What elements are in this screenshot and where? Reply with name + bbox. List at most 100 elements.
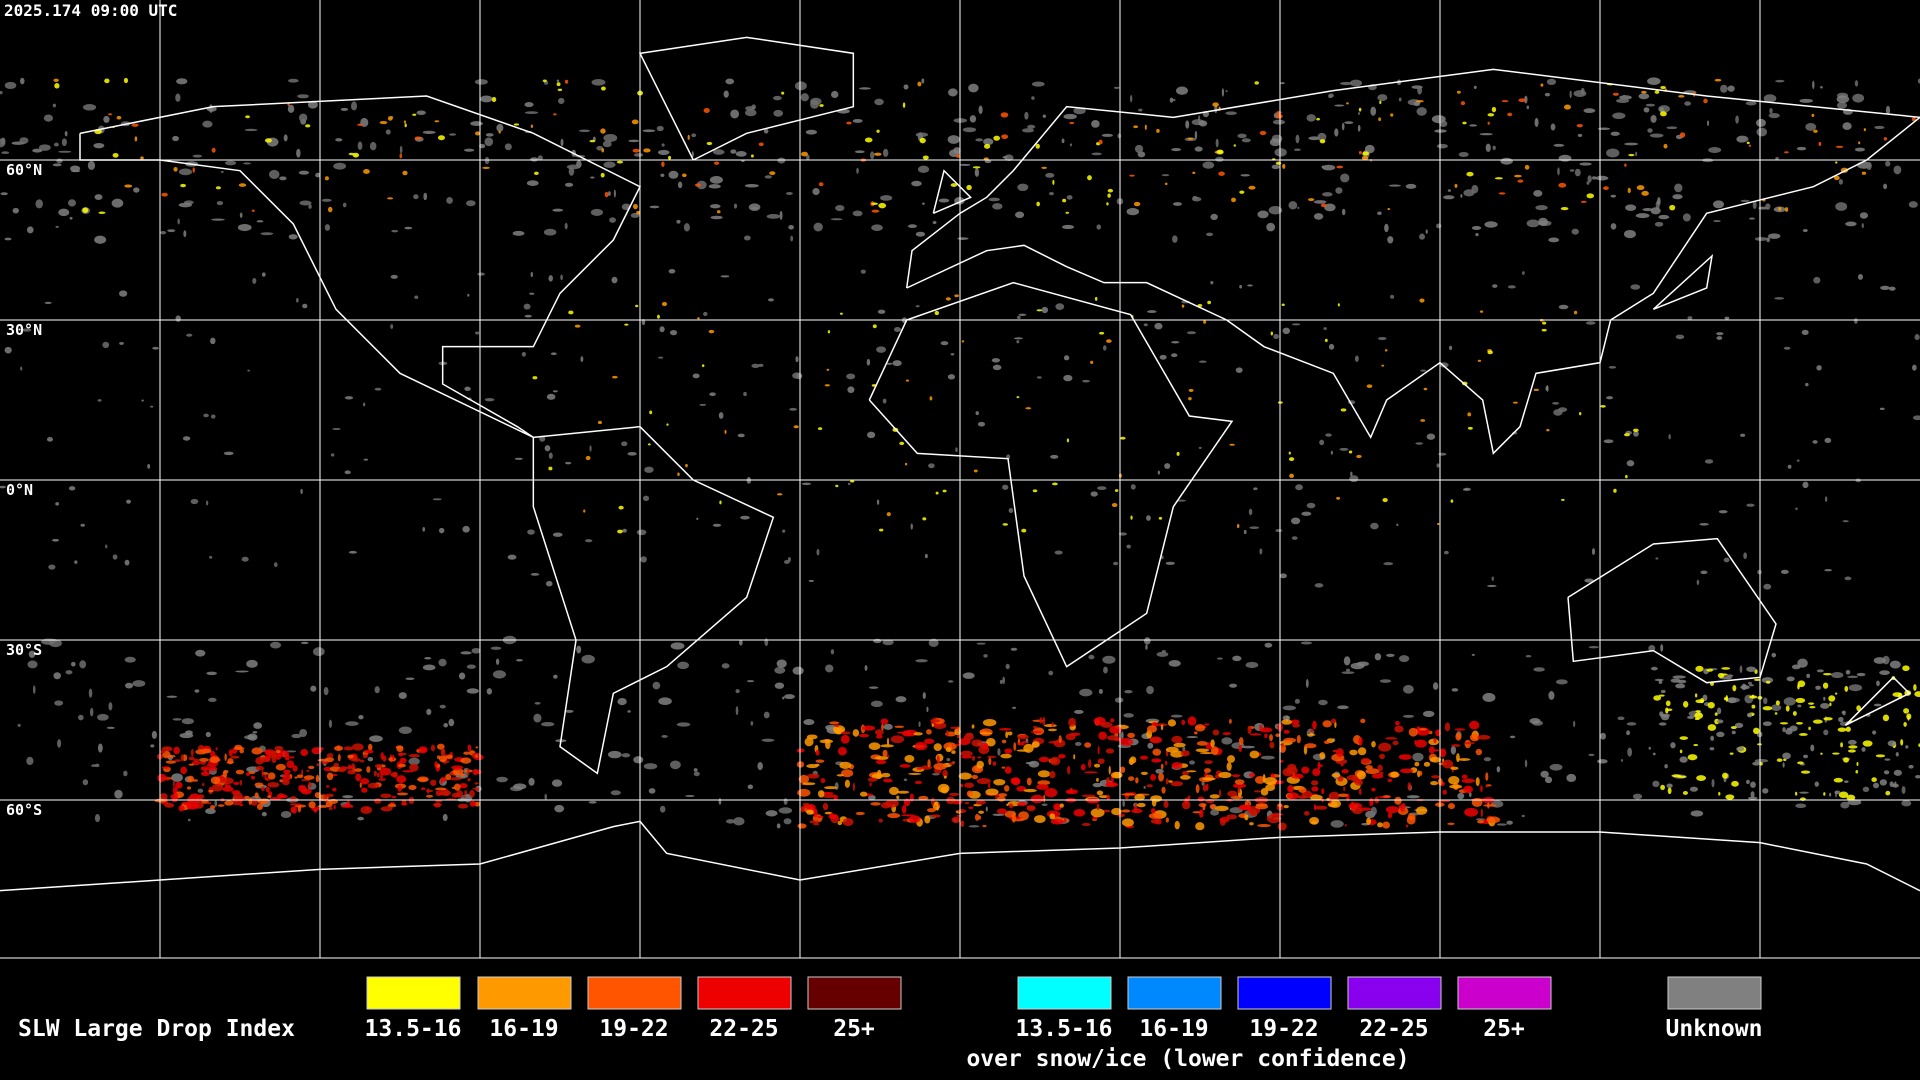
cloud-pixel — [221, 777, 234, 785]
cloud-pixel — [1136, 802, 1146, 808]
cloud-pixel — [412, 113, 417, 116]
cloud-pixel — [1550, 123, 1556, 131]
cloud-pixel — [256, 220, 264, 223]
cloud-pixel — [1339, 447, 1349, 451]
cloud-pixel — [706, 141, 713, 146]
cloud-pixel — [403, 120, 406, 124]
cloud-pixel — [1288, 457, 1295, 462]
cloud-pixel — [217, 804, 225, 807]
cloud-pixel — [392, 754, 395, 761]
cloud-pixel — [1082, 379, 1090, 383]
cloud-pixel — [175, 781, 183, 789]
cloud-pixel — [398, 692, 407, 699]
cloud-pixel — [1768, 113, 1780, 119]
cloud-pixel — [399, 153, 403, 159]
cloud-pixel — [1054, 807, 1062, 811]
cloud-pixel — [968, 806, 974, 810]
cloud-pixel — [930, 814, 941, 818]
cloud-pixel — [1361, 156, 1369, 161]
cloud-pixel — [976, 777, 991, 785]
cloud-pixel — [360, 778, 370, 785]
cloud-pixel — [544, 445, 551, 452]
cloud-pixel — [182, 436, 191, 441]
cloud-pixel — [537, 155, 543, 161]
cloud-pixel — [1428, 746, 1435, 754]
cloud-pixel — [1226, 814, 1238, 820]
cloud-pixel — [1795, 721, 1803, 725]
cloud-pixel — [1186, 770, 1197, 773]
cloud-pixel — [165, 760, 176, 764]
cloud-pixel — [1344, 121, 1354, 124]
cloud-pixel — [855, 811, 865, 816]
cloud-pixel — [1858, 141, 1861, 145]
cloud-pixel — [1101, 133, 1114, 137]
cloud-pixel — [1113, 86, 1120, 89]
cloud-pixel — [1893, 769, 1902, 776]
legend-label: Unknown — [1666, 1016, 1763, 1042]
cloud-pixel — [1797, 658, 1808, 668]
cloud-pixel — [817, 427, 823, 431]
cloud-pixel — [199, 757, 209, 762]
cloud-pixel — [1215, 138, 1219, 148]
cloud-pixel — [831, 90, 839, 99]
cloud-pixel — [1210, 213, 1218, 221]
cloud-pixel — [617, 697, 627, 706]
cloud-pixel — [1835, 161, 1838, 164]
cloud-pixel — [661, 161, 665, 167]
cloud-pixel — [1296, 734, 1301, 744]
cloud-pixel — [1659, 111, 1667, 117]
cloud-pixel — [1820, 752, 1823, 755]
cloud-pixel — [1378, 771, 1384, 775]
cloud-pixel — [1762, 721, 1772, 727]
cloud-pixel — [1036, 376, 1042, 379]
cloud-pixel — [1560, 207, 1569, 211]
cloud-pixel — [1235, 367, 1243, 374]
cloud-pixel — [743, 391, 747, 397]
cloud-pixel — [1763, 583, 1772, 590]
cloud-pixel — [1171, 735, 1183, 744]
cloud-pixel — [784, 694, 795, 700]
cloud-pixel — [627, 710, 631, 713]
cloud-pixel — [422, 130, 436, 135]
cloud-pixel — [1232, 655, 1242, 662]
cloud-pixel — [1633, 431, 1639, 437]
cloud-pixel — [521, 351, 526, 357]
cloud-pixel — [905, 379, 910, 382]
cloud-pixel — [1533, 388, 1539, 391]
cloud-pixel — [977, 756, 982, 759]
cloud-pixel — [581, 654, 595, 664]
cloud-pixel — [333, 162, 347, 170]
cloud-pixel — [460, 773, 465, 778]
cloud-pixel — [1248, 772, 1256, 778]
cloud-pixel — [1328, 93, 1334, 98]
cloud-pixel — [1746, 141, 1750, 145]
cloud-pixel — [1576, 124, 1583, 128]
cloud-pixel — [904, 462, 908, 466]
cloud-pixel — [1573, 720, 1576, 728]
cloud-pixel — [846, 121, 852, 125]
cloud-pixel — [1271, 164, 1280, 170]
cloud-pixel — [312, 647, 325, 657]
cloud-pixel — [1301, 766, 1310, 774]
cloud-pixel — [1844, 576, 1852, 581]
cloud-pixel — [1779, 722, 1789, 725]
cloud-pixel — [1795, 803, 1807, 808]
cloud-pixel — [1348, 450, 1353, 454]
cloud-pixel — [126, 499, 131, 504]
cloud-pixel — [1165, 746, 1179, 753]
cloud-pixel — [1480, 785, 1483, 793]
cloud-pixel — [1358, 736, 1363, 746]
cloud-pixel — [757, 762, 763, 771]
cloud-pixel — [703, 311, 708, 317]
cloud-pixel — [1464, 741, 1475, 745]
cloud-pixel — [868, 795, 876, 801]
cloud-pixel — [1004, 748, 1013, 754]
cloud-pixel — [1517, 179, 1524, 183]
cloud-pixel — [1292, 723, 1301, 728]
cloud-pixel — [1087, 175, 1092, 181]
cloud-pixel — [928, 463, 935, 469]
cloud-pixel — [978, 810, 985, 814]
cloud-pixel — [282, 773, 291, 782]
cloud-pixel — [961, 340, 965, 343]
cloud-pixel — [244, 128, 258, 132]
